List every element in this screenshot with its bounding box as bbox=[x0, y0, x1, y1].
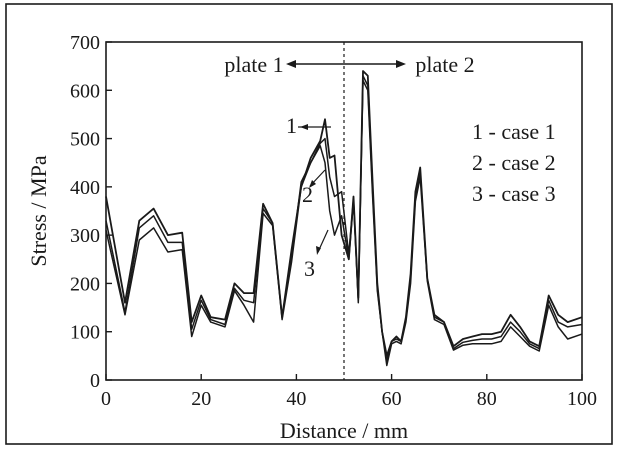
series-line-3 bbox=[105, 79, 583, 367]
x-tick-label: 60 bbox=[382, 388, 402, 410]
x-axis-title: Distance / mm bbox=[280, 418, 408, 443]
y-tick-label: 200 bbox=[70, 273, 100, 295]
y-axis-title: Stress / MPa bbox=[26, 155, 51, 266]
curve-marker-3-pointer bbox=[316, 229, 329, 255]
plate-2-label: plate 2 bbox=[415, 52, 474, 77]
x-tick-label: 40 bbox=[286, 388, 306, 410]
outer-frame bbox=[5, 3, 613, 445]
x-tick-label: 100 bbox=[567, 388, 597, 410]
right-arrow bbox=[344, 60, 406, 68]
legend-entry-case-2: 2 - case 2 bbox=[472, 150, 556, 175]
series-line-1 bbox=[105, 70, 583, 357]
y-tick-label: 100 bbox=[70, 322, 100, 344]
y-tick-label: 400 bbox=[70, 177, 100, 199]
x-tick-label: 80 bbox=[477, 388, 497, 410]
y-tick-label: 600 bbox=[70, 80, 100, 102]
tick-layer: 0 20 40 60 80 100 0 100 200 300 400 500 600 700 bbox=[70, 32, 597, 410]
x-tick-label: 0 bbox=[101, 388, 111, 410]
plate-1-label: plate 1 bbox=[224, 52, 283, 77]
left-arrow bbox=[286, 60, 344, 68]
curve-marker-1: 1 bbox=[286, 113, 297, 138]
y-tick-label: 0 bbox=[90, 370, 100, 392]
y-tick-label: 300 bbox=[70, 225, 100, 247]
curve-marker-2-pointer bbox=[309, 169, 326, 188]
x-tick-label: 20 bbox=[191, 388, 211, 410]
series-layer bbox=[105, 70, 583, 367]
legend-entry-case-1: 1 - case 1 bbox=[472, 119, 556, 144]
curve-marker-2: 2 bbox=[302, 182, 313, 207]
y-tick-label: 500 bbox=[70, 129, 100, 151]
legend-entry-case-3: 3 - case 3 bbox=[472, 181, 556, 206]
curve-marker-1-pointer bbox=[298, 124, 331, 130]
y-tick-label: 700 bbox=[70, 32, 100, 54]
curve-marker-3: 3 bbox=[304, 256, 315, 281]
